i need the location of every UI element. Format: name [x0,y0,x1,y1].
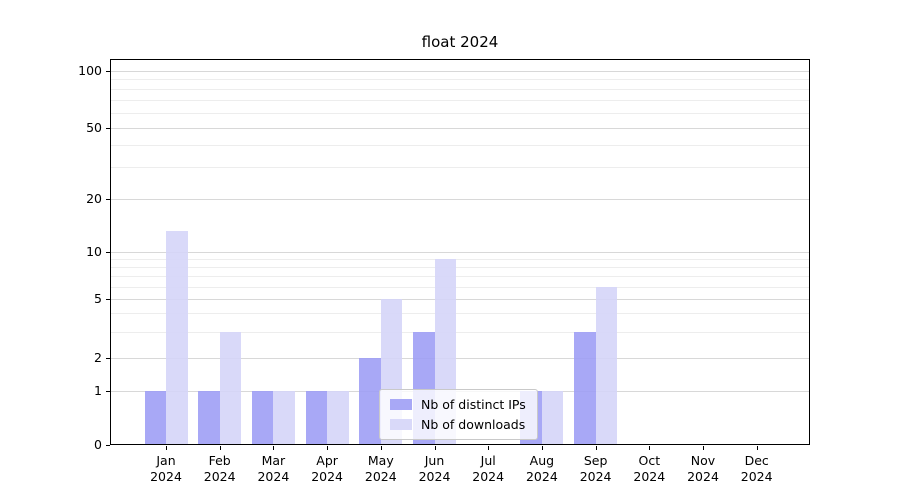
x-tick-mark [488,446,490,450]
h-gridline-minor [110,144,810,146]
y-tick-mark [106,127,110,129]
x-tick-label: Sep 2024 [579,453,612,484]
x-tick-mark [595,446,597,450]
bar-downloads [541,391,564,445]
h-gridline-major [110,251,810,253]
y-tick-label: 20 [86,190,102,206]
x-tick-label: Feb 2024 [203,453,236,484]
bar-distinct-ips [251,391,274,445]
x-tick-label: May 2024 [364,453,397,484]
h-gridline-minor [110,167,810,169]
y-tick-label: 5 [94,291,102,306]
legend-swatch-downloads [390,419,412,430]
x-tick-mark [166,446,167,450]
y-tick-label: 2 [94,349,102,365]
h-gridline-major [110,357,810,359]
plot-area [110,59,810,445]
x-tick-mark [703,446,704,450]
h-gridline-minor [110,99,810,101]
x-tick-mark [219,446,221,450]
bar-distinct-ips [144,391,166,445]
h-gridline-minor [110,275,810,277]
x-tick-mark [273,446,275,450]
h-gridline-minor [110,112,810,114]
chart-title: float 2024 [421,33,499,51]
bar-distinct-ips [359,357,381,445]
legend-label: Nb of downloads [421,417,526,432]
x-tick-mark [327,446,329,450]
x-tick-label: Nov 2024 [687,453,719,484]
y-tick-mark [106,357,110,359]
h-gridline-major [110,299,810,300]
y-tick-label: 1 [94,383,102,398]
x-tick-mark [649,446,651,450]
h-gridline-minor [110,79,810,81]
bar-downloads [595,286,618,445]
x-tick-label: Oct 2024 [633,453,666,484]
x-tick-mark [756,446,758,450]
bar-distinct-ips [305,391,328,445]
y-tick-mark [106,70,110,72]
bar-downloads [166,231,188,445]
legend-label: Nb of distinct IPs [421,397,526,412]
x-tick-mark [541,446,543,450]
bar-downloads [273,391,295,445]
bar-downloads [327,391,349,445]
bar-distinct-ips [198,391,220,445]
x-tick-label: Jul 2024 [472,453,505,484]
h-gridline-major [110,127,810,129]
x-tick-label: Jun 2024 [418,453,451,484]
bar-distinct-ips [574,331,596,445]
x-tick-label: Mar 2024 [257,453,290,484]
y-tick-label: 100 [78,62,102,78]
legend-item-downloads: Nb of downloads [390,417,526,432]
h-gridline-minor [110,258,810,260]
x-tick-label: Dec 2024 [740,453,773,484]
legend-item-distinct-ips: Nb of distinct IPs [390,397,526,412]
legend: Nb of distinct IPs Nb of downloads [379,389,538,440]
y-tick-mark [106,391,110,392]
h-gridline-minor [110,266,810,268]
y-tick-label: 0 [94,437,102,452]
h-gridline-minor [110,331,810,333]
y-tick-label: 10 [86,243,102,259]
x-tick-label: Apr 2024 [311,453,343,484]
y-tick-mark [106,251,110,253]
y-tick-label: 50 [86,119,102,135]
y-tick-mark [106,445,110,446]
x-tick-label: Aug 2024 [525,453,558,484]
h-gridline-minor [110,286,810,288]
h-gridline-minor [110,88,810,90]
h-gridline-major [110,70,810,72]
bar-downloads [219,331,242,445]
y-tick-mark [106,198,110,200]
x-tick-mark [380,446,382,450]
x-tick-mark [434,446,436,450]
h-gridline-minor [110,313,810,315]
y-tick-mark [106,299,110,300]
legend-swatch-distinct-ips [390,399,412,410]
x-tick-label: Jan 2024 [150,453,182,484]
h-gridline-major [110,198,810,200]
